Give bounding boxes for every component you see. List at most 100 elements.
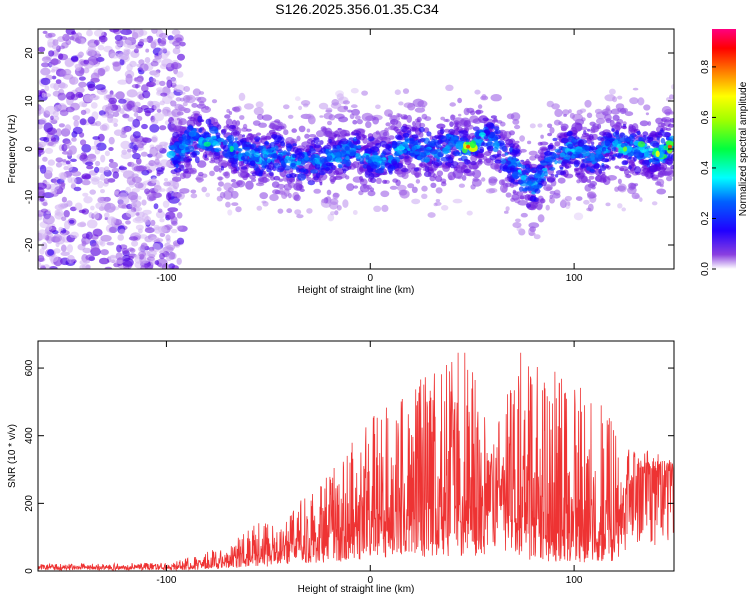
heatmap-cell — [93, 211, 100, 220]
heatmap-cell — [374, 169, 385, 174]
heatmap-cell — [95, 160, 101, 167]
heatmap-cell — [50, 189, 58, 194]
heatmap-cell — [499, 158, 507, 165]
heatmap-cell — [190, 193, 198, 199]
heatmap-cell — [108, 136, 115, 145]
heatmap-cell — [131, 176, 142, 183]
heatmap-cell — [188, 130, 197, 137]
heatmap-cell — [414, 172, 422, 178]
heatmap-cell — [352, 210, 358, 215]
heatmap-cell — [333, 134, 341, 138]
heatmap-cell — [163, 142, 168, 149]
heatmap-cell — [150, 78, 157, 83]
heatmap-cell — [605, 149, 611, 154]
heatmap-cell — [559, 152, 566, 158]
heatmap-cell — [575, 151, 581, 155]
heatmap-cell — [584, 184, 592, 192]
heatmap-cell — [388, 170, 393, 175]
heatmap-cell — [65, 140, 72, 146]
heatmap-cell — [335, 152, 341, 159]
heatmap-cell — [318, 170, 326, 176]
heatmap-cell — [304, 156, 310, 161]
heatmap-cell — [78, 209, 86, 214]
heatmap-cell — [58, 181, 66, 187]
heatmap-cell — [196, 178, 205, 182]
heatmap-cell — [478, 158, 483, 163]
heatmap-cell — [228, 111, 233, 115]
heatmap-cell — [117, 79, 128, 85]
heatmap-cell — [79, 259, 88, 265]
heatmap-cell — [661, 131, 671, 138]
heatmap-cell — [132, 118, 141, 128]
heatmap-cell — [108, 147, 114, 151]
heatmap-cell — [490, 94, 502, 102]
heatmap-cell — [160, 247, 165, 253]
heatmap-cell — [209, 160, 216, 164]
heatmap-cell — [539, 160, 546, 164]
heatmap-cell — [465, 141, 471, 145]
heatmap-cell — [239, 115, 245, 120]
heatmap-cell — [266, 158, 271, 164]
heatmap-cell — [75, 32, 82, 38]
heatmap-cell — [463, 107, 470, 116]
heatmap-cell — [403, 102, 414, 108]
heatmap-cell — [645, 112, 650, 116]
x-tick-label: -100 — [156, 575, 176, 586]
heatmap-cell — [258, 178, 265, 185]
heatmap-cell — [66, 254, 75, 264]
heatmap-cell — [108, 226, 117, 233]
heatmap-cell — [644, 171, 649, 178]
heatmap-cell — [372, 116, 379, 125]
heatmap-cell — [600, 137, 605, 142]
heatmap-cell — [114, 34, 123, 41]
heatmap-cell — [537, 123, 543, 128]
heatmap-cell — [588, 175, 595, 180]
heatmap-cell — [382, 148, 392, 156]
y-tick-label: 400 — [24, 427, 35, 444]
heatmap-cell — [485, 188, 496, 194]
heatmap-cell — [63, 220, 71, 230]
heatmap-cell — [617, 183, 627, 193]
heatmap-cell — [554, 154, 560, 159]
heatmap-cell — [433, 161, 440, 168]
heatmap-cell — [39, 248, 45, 255]
heatmap-cell — [132, 29, 144, 38]
heatmap-cell — [568, 161, 574, 165]
heatmap-cell — [552, 137, 558, 142]
heatmap-cell — [58, 226, 64, 231]
heatmap-cell — [379, 140, 388, 147]
heatmap-cell — [74, 64, 82, 72]
heatmap-cell — [175, 37, 183, 42]
heatmap-cell — [664, 109, 673, 115]
heatmap-cell — [475, 151, 481, 154]
colorbar-label: Normalized spectral amplitude — [738, 81, 749, 216]
heatmap-cell — [492, 154, 500, 158]
heatmap-cell — [457, 97, 462, 104]
heatmap-cell — [42, 201, 48, 207]
heatmap-cell — [527, 140, 532, 145]
heatmap-cell — [58, 82, 66, 89]
heatmap-cell — [52, 110, 59, 118]
heatmap-cell — [113, 129, 124, 136]
heatmap-cell — [201, 186, 207, 193]
heatmap-cell — [634, 194, 641, 199]
heatmap-cell — [319, 182, 323, 186]
heatmap-cell — [561, 128, 567, 132]
heatmap-cell — [47, 249, 55, 256]
heatmap-cell — [192, 88, 201, 97]
heatmap-cell — [277, 149, 283, 154]
heatmap-cell — [296, 214, 304, 219]
colorbar: 0.0 0.2 0.4 0.6 0.8 Normalized spectral ampl… — [700, 29, 749, 276]
snr-series-line — [38, 352, 674, 571]
heatmap-cell — [366, 142, 378, 148]
heatmap-cell — [408, 137, 416, 144]
heatmap-cell — [414, 151, 420, 155]
heatmap-cell — [57, 103, 67, 110]
heatmap-cell — [420, 137, 426, 142]
heatmap-cell — [137, 195, 142, 200]
heatmap-cell — [481, 94, 487, 100]
heatmap-cell — [82, 247, 92, 254]
heatmap-cell — [171, 176, 182, 182]
heatmap-cell — [281, 160, 286, 166]
heatmap-cell — [238, 92, 246, 101]
